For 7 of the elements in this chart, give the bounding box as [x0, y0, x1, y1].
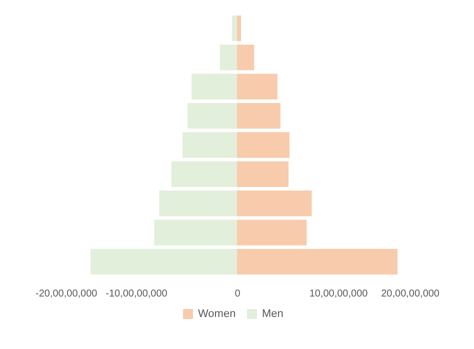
legend-label: Women	[198, 308, 236, 320]
x-tick-label: 20,00,00,000	[381, 288, 440, 300]
x-tick-label: 0	[234, 288, 241, 300]
x-tick-label: -20,00,00,000	[36, 288, 98, 300]
x-tick-label: 10,00,00,000	[309, 288, 368, 300]
x-tick-label: -10,00,00,000	[106, 288, 168, 300]
legend-label: Men	[262, 308, 284, 320]
